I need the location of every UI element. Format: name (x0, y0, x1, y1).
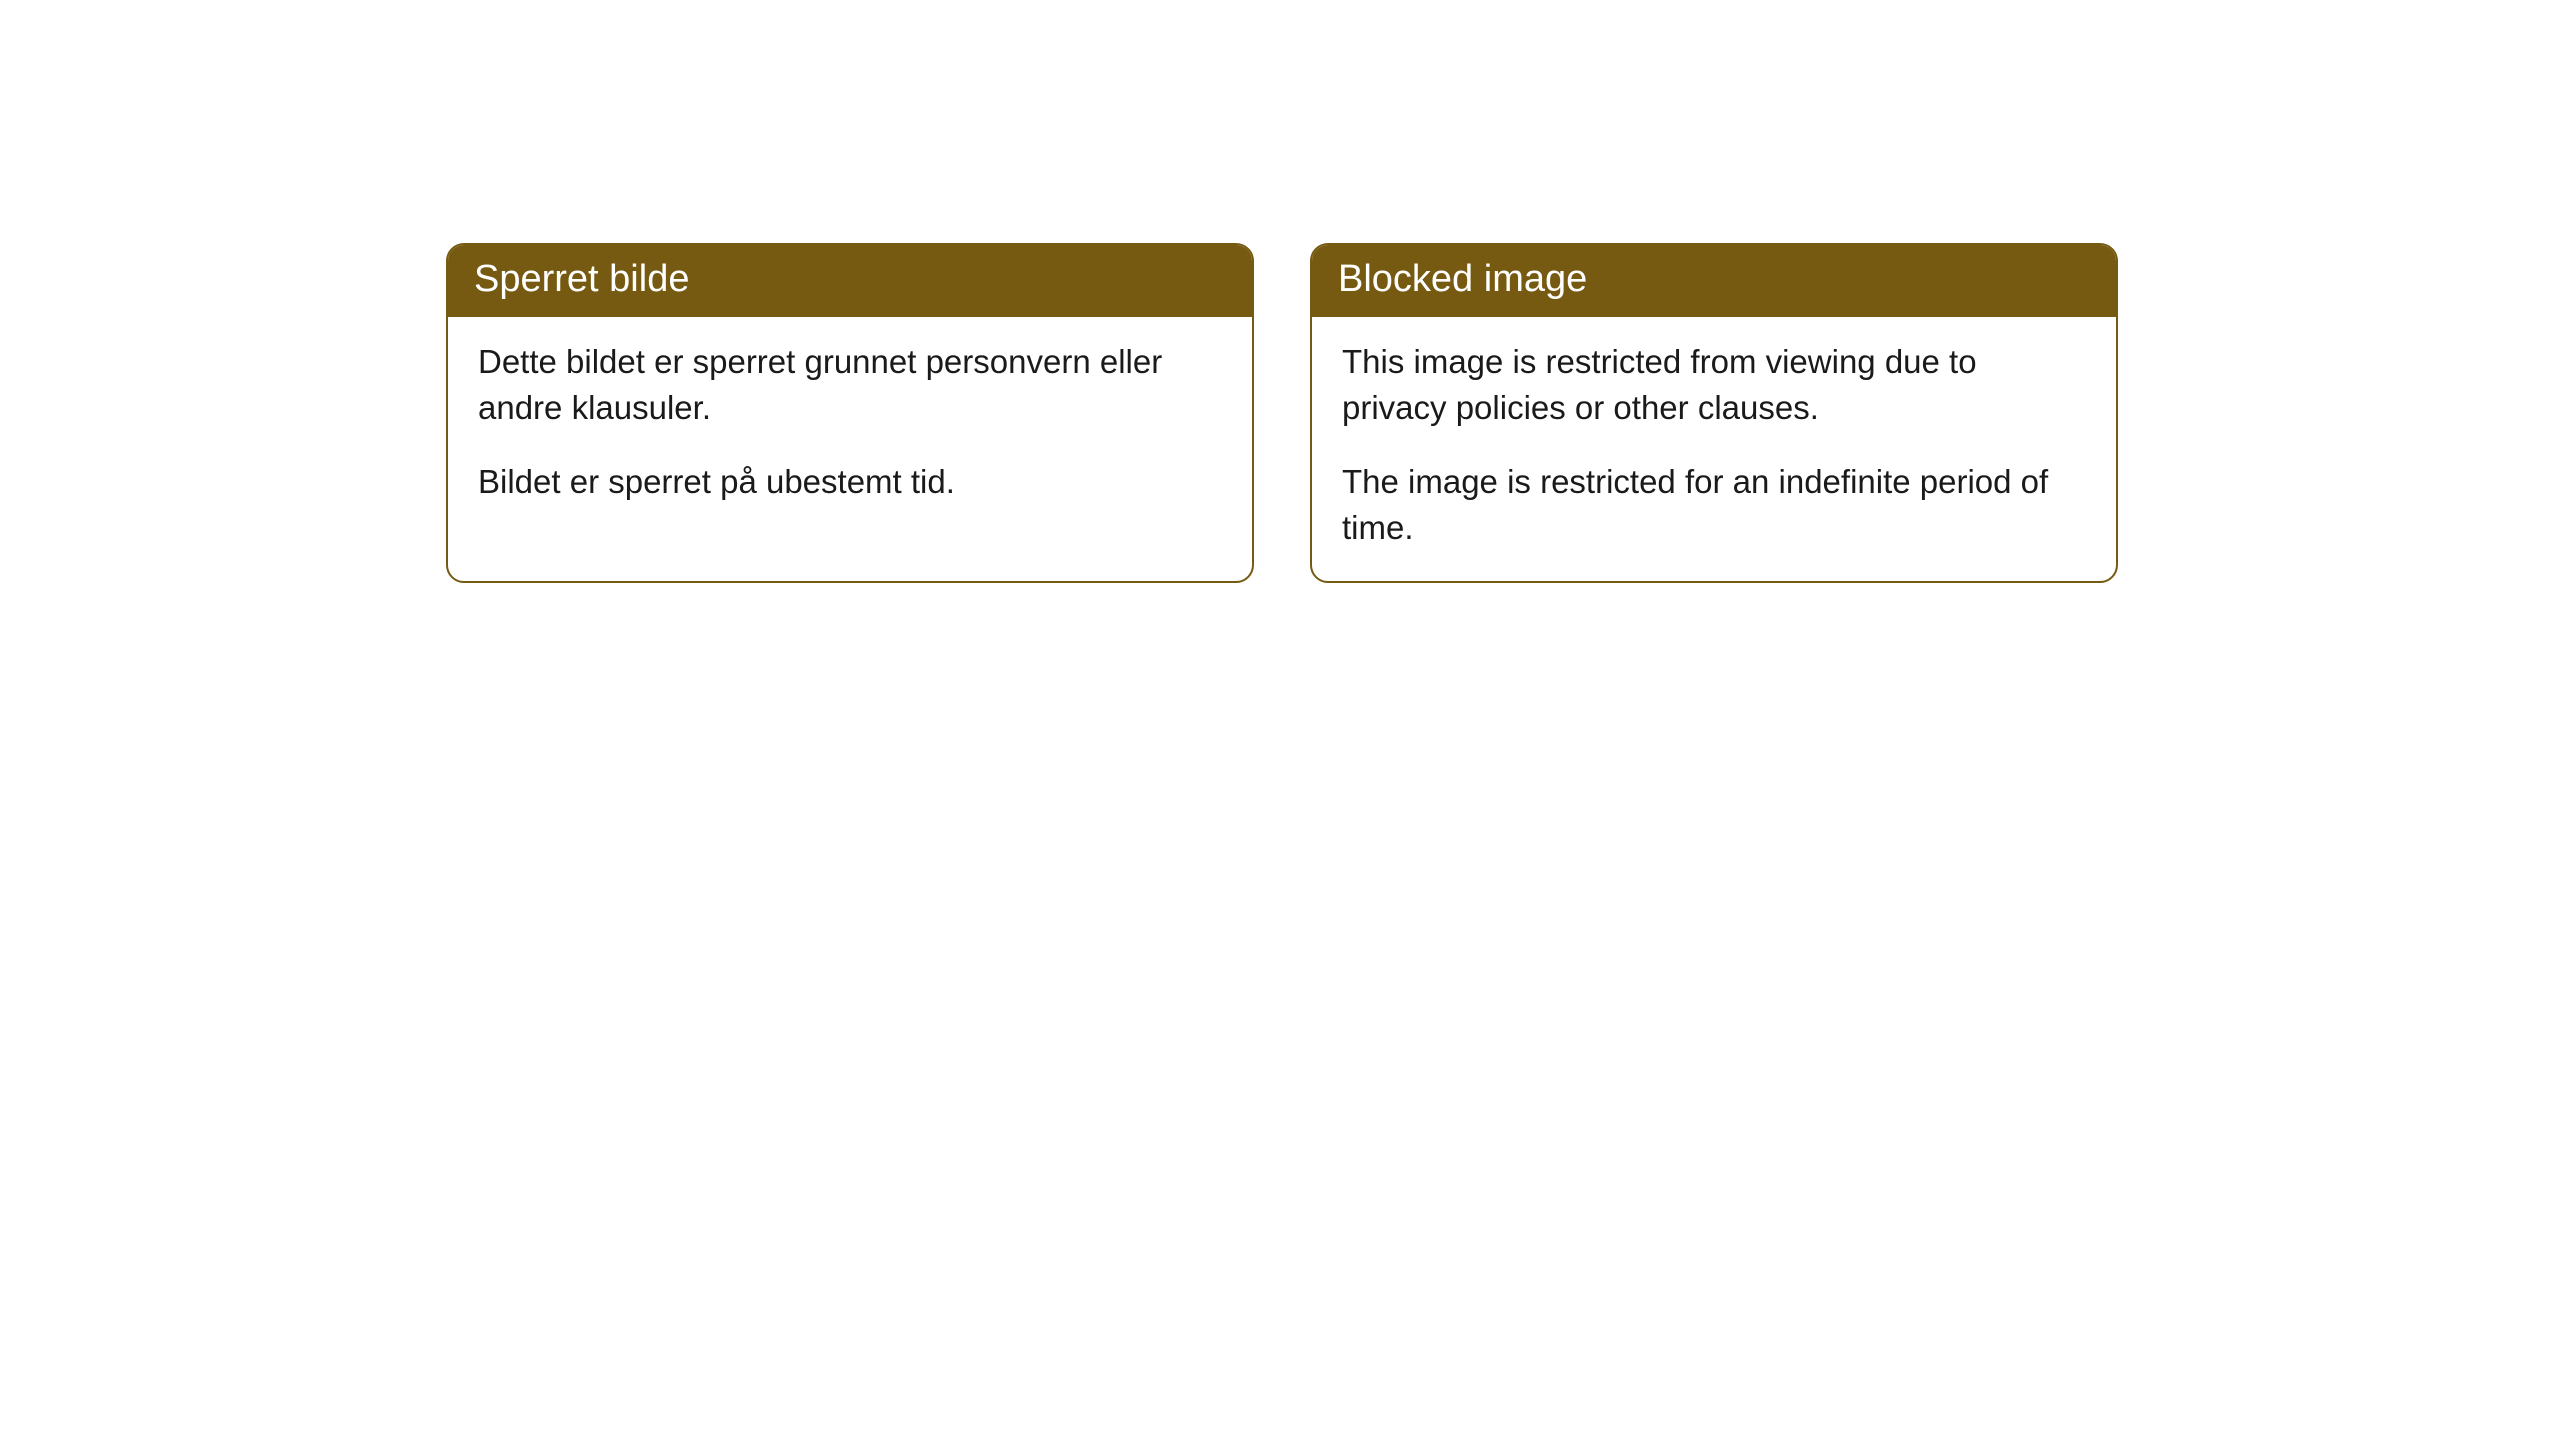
card-body-en: This image is restricted from viewing du… (1312, 317, 2116, 582)
card-title: Sperret bilde (474, 258, 689, 300)
card-paragraph: This image is restricted from viewing du… (1342, 339, 2086, 431)
card-body-no: Dette bildet er sperret grunnet personve… (448, 317, 1252, 536)
card-paragraph: Dette bildet er sperret grunnet personve… (478, 339, 1222, 431)
card-header-en: Blocked image (1312, 245, 2116, 317)
card-title: Blocked image (1338, 258, 1587, 300)
blocked-image-card-en: Blocked image This image is restricted f… (1310, 243, 2118, 583)
blocked-image-card-no: Sperret bilde Dette bildet er sperret gr… (446, 243, 1254, 583)
notice-cards-container: Sperret bilde Dette bildet er sperret gr… (0, 0, 2560, 583)
card-header-no: Sperret bilde (448, 245, 1252, 317)
card-paragraph: The image is restricted for an indefinit… (1342, 459, 2086, 551)
card-paragraph: Bildet er sperret på ubestemt tid. (478, 459, 1222, 505)
